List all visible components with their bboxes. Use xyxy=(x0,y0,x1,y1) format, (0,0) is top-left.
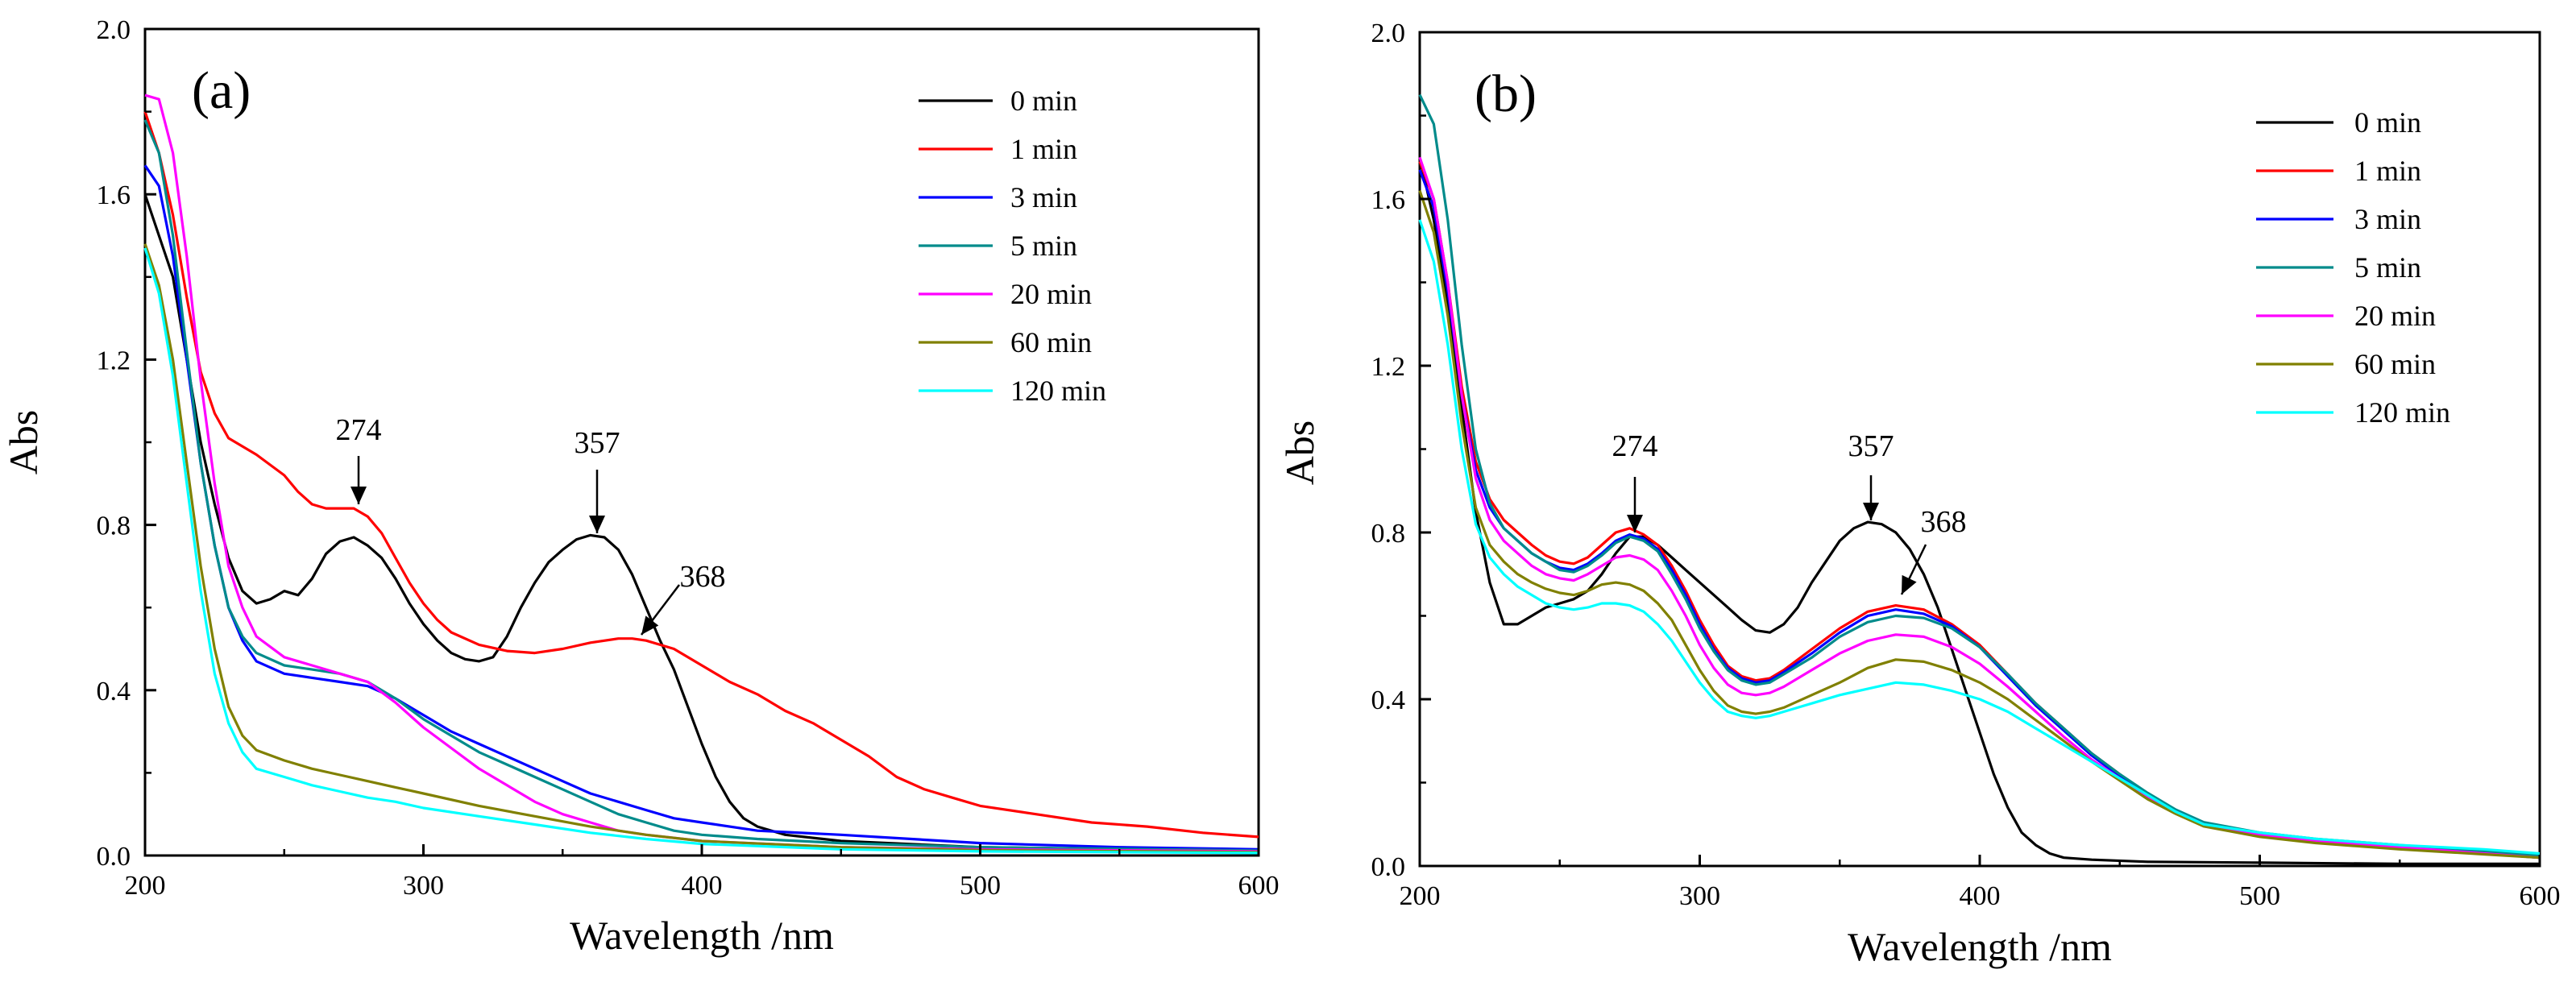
x-axis-title: Wavelength /nm xyxy=(570,913,834,958)
legend-label: 5 min xyxy=(2354,251,2421,284)
legend-label: 5 min xyxy=(1010,230,1077,262)
x-axis-title: Wavelength /nm xyxy=(1848,924,2112,969)
annotation-label: 274 xyxy=(1612,429,1658,463)
legend-label: 0 min xyxy=(2354,106,2421,139)
annotation-label: 368 xyxy=(1921,505,1967,539)
plot-frame xyxy=(143,27,1260,857)
y-tick-label: 2.0 xyxy=(1371,19,1406,48)
x-tick-label: 500 xyxy=(2239,881,2280,911)
legend-label: 120 min xyxy=(1010,375,1106,407)
panel-a: 200 300 400 500 600 0.0 0.4 0.8 1.2 1.6 2.0 Wavelen… xyxy=(1,15,1280,958)
x-tick-label: 400 xyxy=(682,871,723,901)
annotation-274: 274 xyxy=(336,413,382,504)
legend-label: 3 min xyxy=(2354,203,2421,235)
y-axis-title: Abs xyxy=(1,410,46,475)
legend-label: 60 min xyxy=(1010,326,1092,358)
legend-label: 3 min xyxy=(1010,181,1077,213)
legend-label: 20 min xyxy=(2354,300,2436,332)
series-line-120-min xyxy=(143,247,1259,855)
series-group xyxy=(143,93,1259,855)
annotation-label: 274 xyxy=(336,413,382,447)
series-line-20-min xyxy=(144,93,1259,853)
y-tick-label: 2.0 xyxy=(97,15,131,45)
x-tick-label: 200 xyxy=(1400,881,1441,911)
y-axis-title: Abs xyxy=(1277,420,1322,486)
y-tick-label: 0.0 xyxy=(97,842,131,872)
legend-label: 20 min xyxy=(1010,278,1092,310)
legend-label: 60 min xyxy=(2354,348,2436,380)
x-tick-label: 600 xyxy=(1238,871,1280,901)
legend: 0 min 1 min 3 min 5 min 20 min 60 min 120 min xyxy=(919,85,1106,407)
legend-label: 0 min xyxy=(1010,85,1077,117)
series-line-60-min xyxy=(1418,190,2541,860)
annotation-arrow-head xyxy=(1627,515,1643,532)
panel-label: (b) xyxy=(1475,64,1537,123)
annotation-368: 368 xyxy=(1900,505,1967,595)
annotation-arrow-head xyxy=(1863,503,1879,520)
annotation-label: 368 xyxy=(680,560,726,594)
series-group xyxy=(1418,93,2541,865)
series-line-1-min xyxy=(143,111,1259,839)
x-tick-label: 300 xyxy=(403,871,444,901)
annotation-368: 368 xyxy=(641,560,726,636)
annotation-arrow-head xyxy=(351,487,367,504)
annotation-357: 357 xyxy=(1848,429,1894,520)
x-tick-label: 600 xyxy=(2520,881,2561,911)
y-tick-label: 0.8 xyxy=(1371,519,1406,549)
series-line-0-min xyxy=(1418,156,2540,865)
x-tick-label: 400 xyxy=(1960,881,2001,911)
annotation-label: 357 xyxy=(575,426,620,460)
legend: 0 min 1 min 3 min 5 min 20 min 60 min 120 min xyxy=(2256,106,2450,429)
series-line-5-min xyxy=(1418,93,2541,857)
annotation-arrow-head xyxy=(641,615,659,635)
y-tick-label: 0.8 xyxy=(97,512,131,541)
y-tick-label: 1.6 xyxy=(1371,185,1406,215)
x-tick-label: 200 xyxy=(125,871,166,901)
panel-label: (a) xyxy=(192,61,251,120)
series-line-60-min xyxy=(143,243,1259,854)
legend-label: 120 min xyxy=(2354,396,2450,429)
panel-b: 200 300 400 500 600 0.0 0.4 0.8 1.2 1.6 2.0 Wavelen… xyxy=(1277,19,2561,969)
x-tick-label: 300 xyxy=(1679,881,1720,911)
y-tick-label: 0.4 xyxy=(97,677,131,706)
series-line-120-min xyxy=(1418,219,2541,856)
x-tick-label: 500 xyxy=(960,871,1001,901)
y-tick-label: 0.4 xyxy=(1371,686,1406,715)
legend-label: 1 min xyxy=(2354,155,2421,187)
y-tick-label: 0.0 xyxy=(1371,852,1406,882)
annotation-357: 357 xyxy=(575,426,620,533)
annotation-arrow-head xyxy=(1902,574,1917,594)
y-tick-label: 1.2 xyxy=(1371,352,1406,382)
legend-label: 1 min xyxy=(1010,133,1077,165)
y-tick-label: 1.6 xyxy=(97,180,131,210)
annotation-274: 274 xyxy=(1612,429,1658,532)
annotation-label: 357 xyxy=(1848,429,1894,463)
series-line-0-min xyxy=(143,193,1259,852)
annotation-arrow-head xyxy=(589,516,605,533)
y-tick-label: 1.2 xyxy=(97,346,131,375)
series-line-5-min xyxy=(143,119,1259,852)
